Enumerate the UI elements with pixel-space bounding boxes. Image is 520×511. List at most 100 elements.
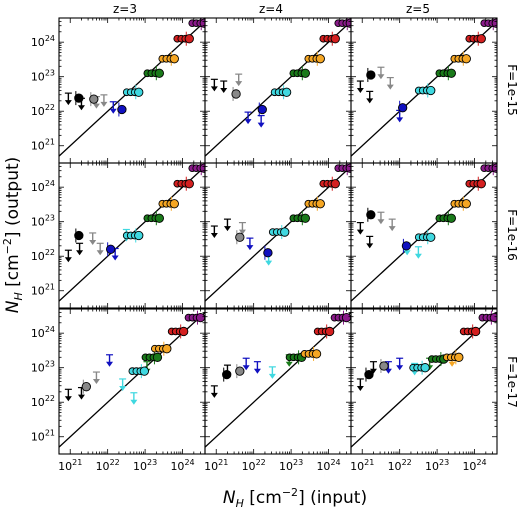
column-label-z4: z=4 bbox=[259, 2, 283, 16]
x-tick-label: 1022 bbox=[242, 458, 266, 473]
detection-marker bbox=[491, 163, 497, 173]
detection-marker bbox=[345, 163, 351, 173]
detection-marker bbox=[300, 213, 310, 223]
panel-z5-F1e15 bbox=[350, 17, 498, 164]
panel-z3-F1e17 bbox=[58, 308, 206, 455]
upper-limit-marker bbox=[130, 392, 138, 405]
detection-marker bbox=[345, 18, 351, 28]
upper-limit-marker bbox=[388, 218, 396, 232]
x-axis-title-subscript: H bbox=[236, 497, 244, 510]
x-axis-title-exponent: −2 bbox=[282, 486, 298, 499]
y-tick-label: 1022 bbox=[31, 248, 55, 263]
detection-marker bbox=[222, 369, 232, 380]
column-labels: z=3 z=4 z=5 bbox=[113, 2, 430, 16]
detection-marker bbox=[426, 232, 436, 242]
detection-marker bbox=[315, 199, 325, 209]
upper-limit-marker bbox=[92, 371, 100, 385]
detection-marker bbox=[476, 179, 486, 189]
x-tick-label: 1022 bbox=[96, 458, 120, 473]
x-axis-title-symbol: N bbox=[223, 488, 236, 508]
x-tick-label: 1023 bbox=[425, 458, 449, 473]
y-tick-label: 1024 bbox=[31, 179, 55, 194]
upper-limit-marker bbox=[210, 78, 218, 92]
panel-plot-area bbox=[205, 163, 351, 302]
detection-marker bbox=[330, 34, 340, 44]
detection-marker bbox=[366, 70, 376, 80]
y-axis-title-unit: [cm bbox=[3, 254, 23, 292]
y-tick-label: 1022 bbox=[31, 394, 55, 409]
detection-marker bbox=[263, 248, 273, 258]
detection-marker bbox=[491, 18, 497, 28]
upper-limit-marker bbox=[100, 94, 108, 107]
detection-marker bbox=[117, 104, 127, 115]
detection-marker bbox=[169, 54, 179, 64]
upper-limit-marker bbox=[366, 235, 374, 249]
panel-plot-area bbox=[351, 18, 497, 157]
upper-limit-marker bbox=[414, 246, 422, 259]
detection-marker bbox=[162, 344, 172, 354]
detection-marker bbox=[420, 363, 430, 373]
detection-marker bbox=[461, 54, 471, 64]
panel-grid: 1021 1022 1023 1024 1021 1022 1023 1024 1021 1022… bbox=[31, 17, 498, 473]
detection-marker bbox=[461, 199, 471, 209]
detection-marker bbox=[426, 85, 436, 96]
detection-marker bbox=[446, 213, 456, 223]
panel-plot-area bbox=[351, 163, 497, 302]
upper-limit-marker bbox=[377, 66, 385, 80]
upper-limit-marker bbox=[356, 221, 364, 235]
x-tick-label: 1023 bbox=[279, 458, 303, 473]
detection-marker bbox=[364, 369, 374, 380]
y-axis-title-tail: ] (output) bbox=[3, 157, 23, 238]
detection-marker bbox=[89, 94, 99, 104]
detection-marker bbox=[184, 34, 194, 44]
detection-marker bbox=[74, 230, 84, 241]
panel-z4-F1e17 bbox=[204, 308, 352, 455]
detection-marker bbox=[195, 312, 205, 323]
detection-marker bbox=[184, 179, 194, 189]
y-tick-label: 1024 bbox=[31, 325, 55, 340]
panel-plot-area bbox=[351, 310, 497, 448]
upper-limit-marker bbox=[235, 73, 243, 87]
panel-z3-F1e16 bbox=[58, 162, 206, 309]
x-tick-label: 1022 bbox=[388, 458, 412, 473]
row-label-f17: F=1e-17 bbox=[505, 356, 519, 408]
detection-marker bbox=[134, 87, 144, 97]
detection-marker bbox=[74, 93, 84, 103]
upper-limit-marker bbox=[96, 242, 104, 256]
detection-marker bbox=[315, 54, 325, 64]
y-axis-title-symbol: N bbox=[3, 300, 23, 313]
detection-marker bbox=[489, 312, 497, 323]
y-tick-label: 1022 bbox=[31, 103, 55, 118]
detection-marker bbox=[231, 89, 241, 99]
y-tick-label: 1021 bbox=[31, 283, 55, 298]
upper-limit-marker bbox=[356, 80, 364, 94]
upper-limit-marker bbox=[64, 388, 72, 402]
panel-z3-F1e15 bbox=[58, 17, 206, 164]
y-axis-title: NH [cm−2] (output) bbox=[1, 157, 25, 314]
detection-marker bbox=[134, 230, 144, 241]
detection-marker bbox=[139, 366, 150, 376]
detection-marker bbox=[179, 326, 189, 337]
upper-limit-marker bbox=[356, 378, 364, 391]
detection-marker bbox=[398, 103, 408, 113]
upper-limit-marker bbox=[396, 357, 404, 371]
detection-marker bbox=[366, 210, 376, 220]
upper-limit-marker bbox=[106, 354, 114, 367]
detection-marker bbox=[454, 352, 464, 362]
detection-marker bbox=[169, 199, 179, 209]
row-label-f16: F=1e-16 bbox=[505, 209, 519, 261]
upper-limit-marker bbox=[242, 357, 250, 371]
upper-limit-marker bbox=[369, 361, 377, 374]
upper-limit-marker bbox=[268, 366, 276, 379]
detection-marker bbox=[471, 326, 481, 337]
detection-marker bbox=[154, 213, 164, 223]
upper-limit-marker bbox=[238, 221, 246, 235]
y-tick-label: 1023 bbox=[31, 214, 55, 229]
upper-limit-marker bbox=[223, 218, 231, 232]
x-axis-title: NH [cm−2] (input) bbox=[223, 486, 367, 510]
y-tick-label: 1021 bbox=[31, 138, 55, 153]
x-tick-label: 1021 bbox=[58, 458, 82, 473]
y-tick-label: 1023 bbox=[31, 69, 55, 84]
upper-limit-marker bbox=[246, 237, 254, 251]
